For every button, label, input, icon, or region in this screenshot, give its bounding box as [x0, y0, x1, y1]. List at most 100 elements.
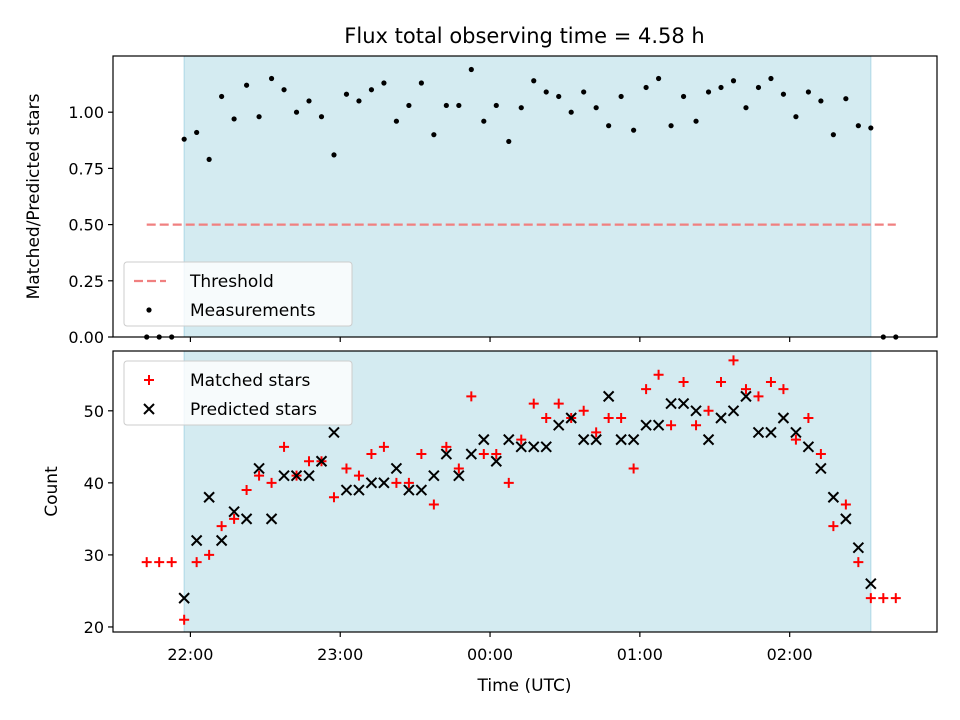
y-tick-label: 0.75 [68, 159, 104, 178]
measurement-point [481, 118, 487, 124]
predicted-star-point [390, 462, 403, 475]
measurement-point [780, 91, 787, 97]
matched-star-point [765, 376, 776, 387]
matched-star-point [528, 398, 539, 409]
measurement-point [655, 75, 662, 82]
predicted-star-point [690, 405, 702, 417]
matched-star-point [491, 449, 502, 460]
y-tick-label: 40 [84, 474, 104, 493]
measurement-point [668, 123, 674, 129]
matched-star-point [204, 549, 215, 560]
matched-star-point [478, 449, 489, 460]
predicted-star-point [490, 455, 502, 467]
predicted-star-point [528, 441, 540, 453]
legend-entry: Predicted stars [143, 400, 317, 420]
predicted-star-point [290, 469, 303, 482]
predicted-star-point [240, 513, 253, 525]
matched-star-point [828, 521, 839, 532]
matched-star-point [641, 384, 652, 395]
y-tick-label: 0.50 [68, 216, 104, 235]
measurement-point [393, 118, 400, 124]
measurement-point [418, 80, 424, 86]
predicted-star-point [577, 433, 590, 446]
matched-star-point [516, 434, 527, 445]
measurement-point [718, 84, 724, 91]
predicted-star-point [503, 433, 515, 446]
matched-star-point [740, 384, 751, 395]
measurement-point [356, 98, 362, 104]
measurement-point [343, 91, 350, 97]
measurement-point [306, 98, 312, 104]
matched-star-point [553, 398, 564, 409]
matched-star-point [416, 449, 427, 460]
predicted-star-point [253, 462, 265, 475]
legend-matched-swatch [144, 375, 154, 385]
predicted-star-point [740, 390, 752, 403]
x-tick-label: 23:00 [317, 645, 363, 664]
matched-star-point [653, 369, 664, 380]
series-measurements [144, 66, 899, 340]
predicted-star-point [315, 455, 328, 467]
matched-star-point [878, 593, 889, 604]
predicted-star-point [428, 469, 440, 482]
predicted-star-point [178, 592, 190, 604]
predicted-star-point [540, 441, 552, 453]
predicted-star-point [303, 469, 315, 482]
y-tick-label: 20 [84, 618, 104, 637]
matched-star-point [366, 449, 377, 460]
matched-star-point [616, 413, 627, 424]
predicted-star-point [777, 412, 790, 424]
measurement-point [493, 102, 499, 109]
matched-star-point [840, 499, 851, 510]
predicted-star-point [440, 448, 453, 460]
legend-entry: Measurements [146, 301, 316, 321]
measurement-point [755, 84, 762, 91]
measurement-point [506, 138, 512, 145]
measurement-point [381, 80, 387, 86]
matched-star-point [703, 405, 714, 416]
predicted-star-point [827, 491, 840, 503]
measurement-point [855, 123, 861, 129]
predicted-star-point [328, 426, 340, 439]
matched-star-point [778, 384, 789, 395]
matched-star-point [691, 420, 702, 431]
y-tick-label: 1.00 [68, 103, 104, 122]
predicted-star-point [190, 534, 203, 547]
measurement-point [705, 89, 712, 95]
y-tick-label: 0.25 [68, 272, 104, 291]
predicted-star-point [565, 412, 577, 424]
matched-star-point [453, 463, 464, 474]
predicted-star-point [602, 390, 615, 403]
predicted-star-point [765, 426, 777, 439]
series-matched-stars [141, 355, 901, 625]
measurement-point [268, 75, 275, 82]
predicted-star-point [865, 578, 877, 590]
matched-star-point [304, 456, 315, 467]
matched-star-point [353, 470, 364, 481]
predicted-star-point [278, 469, 290, 482]
predicted-star-point [790, 426, 802, 439]
x-tick-label: 01:00 [617, 645, 663, 664]
predicted-star-point [702, 433, 715, 446]
measurement-point [843, 96, 849, 102]
measurement-point [243, 82, 250, 88]
measurement-point [618, 93, 624, 100]
matched-star-point [890, 593, 901, 604]
measurement-point [331, 152, 337, 158]
predicted-star-point [640, 419, 652, 431]
legend-entry: Matched stars [144, 371, 310, 391]
measurement-point [593, 105, 599, 111]
predicted-star-point [852, 541, 865, 554]
predicted-star-point [378, 477, 390, 489]
matched-star-point [790, 434, 801, 445]
matched-star-point [266, 477, 277, 488]
measurement-point [281, 87, 287, 93]
legend-label: Threshold [189, 272, 274, 292]
measurement-point [456, 102, 462, 109]
predicted-star-point [802, 441, 815, 453]
matched-star-point [815, 449, 826, 460]
matched-star-point [865, 593, 876, 604]
bottom-panel: 20 30 40 50 Count 22:00 23:00 00:00 01:00 02:00 Ma… [42, 350, 938, 664]
measurement-point [443, 102, 449, 109]
